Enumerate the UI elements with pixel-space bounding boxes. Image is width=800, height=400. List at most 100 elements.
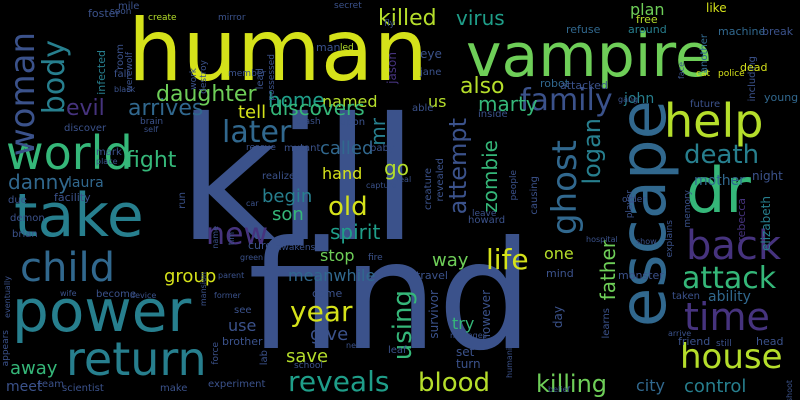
word-house: house	[680, 337, 783, 377]
word-back: back	[686, 223, 782, 269]
word-family: family	[520, 83, 613, 118]
word-due: due	[8, 195, 27, 206]
word-free: free	[636, 13, 658, 26]
word-explains: explains	[665, 220, 675, 258]
word-attempt: attempt	[444, 118, 472, 215]
word-discovers: discovers	[270, 96, 365, 120]
word-life: life	[486, 243, 529, 276]
word-attacked: attacked	[560, 79, 608, 92]
word-ability: ability	[708, 289, 751, 305]
word-scientist: scientist	[62, 383, 104, 394]
word-infected: infected	[95, 50, 108, 95]
word-run: run	[177, 192, 188, 209]
word-year: year	[290, 295, 353, 328]
word-use: use	[228, 316, 257, 335]
word-eventually: eventually	[3, 276, 12, 318]
word-demon: demon	[10, 213, 45, 224]
word-kill: kill	[178, 82, 419, 280]
word-come: come	[312, 287, 343, 300]
word-death: death	[684, 140, 760, 170]
word-experiment: experiment	[208, 379, 266, 390]
word-see: see	[234, 305, 252, 316]
word-set: set	[456, 345, 475, 359]
word-arrive: arrive	[668, 329, 692, 338]
word-able: able	[412, 103, 434, 114]
word-facility: facility	[54, 191, 91, 204]
word-school: school	[294, 361, 323, 371]
word-self: self	[144, 125, 159, 134]
word-learns: learns	[601, 308, 612, 339]
word-time: time	[684, 295, 770, 339]
word-jane: jane	[420, 67, 442, 78]
word-day: day	[551, 306, 565, 329]
word-manages: manages	[450, 331, 487, 340]
word-jason: jason	[385, 52, 399, 84]
word-around: around	[628, 23, 667, 36]
word-howard: howard	[468, 215, 506, 226]
word-stop: stop	[320, 246, 355, 265]
word-survivor: survivor	[427, 290, 441, 339]
word-father: father	[596, 240, 620, 301]
word-green: green	[240, 253, 264, 262]
word-monster: monster	[618, 269, 664, 282]
word-virus: virus	[456, 6, 505, 30]
word-mirror: mirror	[218, 13, 246, 23]
word-us: us	[428, 92, 447, 111]
word-also: also	[460, 74, 505, 99]
word-one: one	[544, 244, 574, 263]
word-possessed: possessed	[267, 54, 277, 101]
word-still: still	[716, 339, 732, 349]
word-capture: capture	[366, 181, 397, 190]
word-mark: mark	[96, 147, 122, 158]
word-danny: danny	[8, 170, 71, 194]
word-police: police	[718, 69, 745, 79]
word-cure: cure	[248, 239, 273, 252]
word-fight: fight	[126, 148, 177, 173]
word-save: save	[286, 346, 329, 367]
word-marty: marty	[478, 92, 538, 116]
word-woman: woman	[3, 32, 43, 157]
word-discover: discover	[64, 123, 107, 134]
word-brian: brian	[12, 229, 38, 240]
word-try: try	[452, 314, 475, 333]
word-real: real	[396, 175, 412, 184]
word-belief: belief	[548, 385, 571, 394]
word-next: next	[346, 341, 364, 350]
word-team: team	[38, 379, 64, 390]
word-become: become	[96, 289, 137, 300]
word-way: way	[432, 250, 469, 271]
word-awakens: awakens	[276, 243, 316, 253]
word-like: like	[706, 1, 727, 15]
word-man: man	[316, 41, 341, 54]
word-world: world	[6, 126, 133, 180]
word-take: take	[14, 181, 144, 251]
word-give: give	[310, 324, 349, 345]
word-zombie: zombie	[478, 140, 502, 213]
word-soon: soon	[110, 7, 132, 17]
word-travel: travel	[416, 269, 448, 282]
word-home: home	[268, 88, 325, 112]
word-daughter: daughter	[156, 82, 257, 107]
word-go: go	[384, 156, 409, 180]
word-meet: meet	[6, 379, 43, 395]
word-mother: mother	[694, 173, 745, 189]
word-mutant: mutant	[284, 143, 321, 154]
word-mind: mind	[546, 267, 574, 280]
word-group: group	[164, 266, 217, 287]
word-begin: begin	[262, 186, 313, 207]
word-destroy: destroy	[199, 60, 209, 94]
word-lead: lead	[255, 68, 266, 90]
word-hand: hand	[322, 164, 363, 183]
word-john: john	[624, 91, 655, 107]
word-killing: killing	[536, 370, 608, 398]
word-name: name	[211, 226, 220, 249]
word-realizes: realizes	[262, 171, 301, 182]
word-create: create	[148, 13, 177, 23]
word-called: called	[320, 138, 374, 159]
word-brain: brain	[140, 117, 164, 127]
word-reveals: reveals	[288, 365, 390, 398]
word-rebecca: rebecca	[735, 198, 748, 242]
word-eye: eye	[420, 47, 442, 61]
word-tim: tim	[227, 232, 236, 246]
